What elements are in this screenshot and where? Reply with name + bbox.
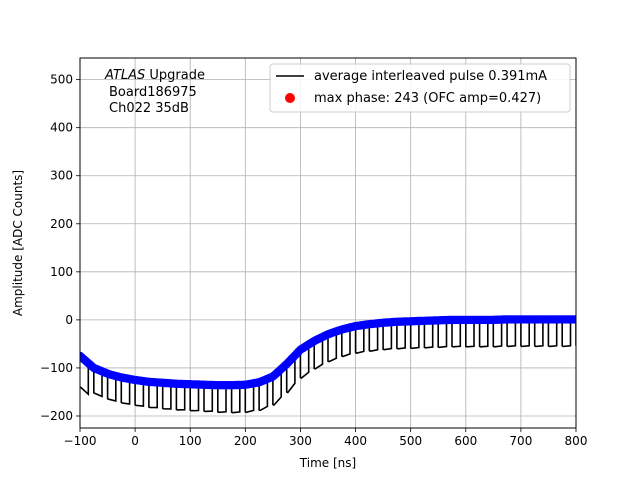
atlas-annotation: ATLAS Upgrade Board186975 Ch022 35dB (104, 68, 205, 116)
legend-entry-max-phase: max phase: 243 (OFC amp=0.427) (314, 91, 541, 106)
x-tick-label: 100 (179, 434, 202, 448)
y-tick-label: −200 (40, 409, 73, 423)
annotation-channel: Ch022 35dB (109, 101, 189, 116)
x-tick-label: 300 (289, 434, 312, 448)
data-point (571, 315, 576, 324)
annotation-atlas: ATLAS (104, 68, 145, 83)
max-phase-dots (80, 315, 576, 390)
legend-dot-marker (285, 93, 295, 103)
y-tick-label: 200 (50, 217, 73, 231)
legend-entry-pulse: average interleaved pulse 0.391mA (314, 69, 547, 84)
x-axis-label: Time [ns] (299, 456, 356, 470)
annotation-upgrade: Upgrade (145, 68, 205, 83)
ticks: −100 0 100 200 300 400 500 600 700 800 −200 −100 0 10… (40, 73, 587, 448)
x-tick-label: 400 (344, 434, 367, 448)
x-tick-label: 500 (399, 434, 422, 448)
y-tick-label: 500 (50, 73, 73, 87)
x-tick-label: 200 (234, 434, 257, 448)
legend-box (269, 63, 571, 113)
legend: average interleaved pulse 0.391mA max ph… (269, 63, 571, 113)
x-tick-label: 600 (454, 434, 477, 448)
x-tick-label: 800 (565, 434, 588, 448)
plot-area (80, 315, 576, 414)
y-tick-label: −100 (40, 361, 73, 375)
y-tick-label: 300 (50, 169, 73, 183)
x-tick-label: 0 (131, 434, 139, 448)
annotation-board: Board186975 (109, 85, 197, 100)
y-axis-label: Amplitude [ADC Counts] (11, 170, 25, 316)
pulse-line (80, 318, 576, 414)
annotation-line-1: ATLAS Upgrade (104, 68, 205, 83)
x-tick-label: 700 (509, 434, 532, 448)
x-tick-label: −100 (64, 434, 97, 448)
axes-frame (79, 57, 577, 429)
y-tick-label: 100 (50, 265, 73, 279)
y-tick-label: 400 (50, 121, 73, 135)
y-tick-label: 0 (65, 313, 73, 327)
